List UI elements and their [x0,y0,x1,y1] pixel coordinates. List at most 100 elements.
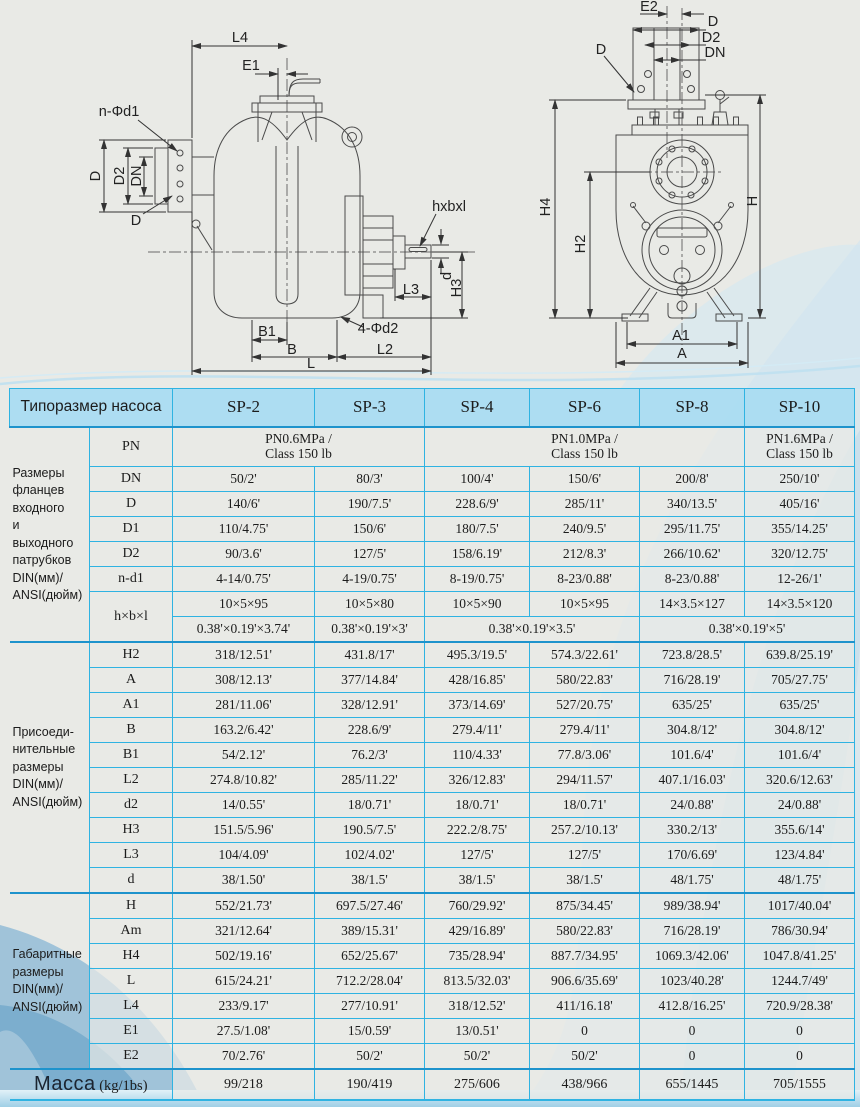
mass-label-cell: Масса (kg/1bs) [9,1068,173,1101]
param-cell-H3: H3 [89,817,173,843]
value-cell: 76.2/3' [314,742,425,768]
value-cell: PN1.6MPa / Class 150 lb [744,426,855,467]
value-cell: 1023/40.28' [639,968,745,994]
value-cell: 355/14.25' [744,516,855,542]
mass-value-cell: 275/606 [424,1068,530,1101]
value-cell: 50/2' [314,1043,425,1070]
value-cell: 228.6/9' [424,491,530,517]
dim-label-E1: E1 [242,58,260,74]
model-header-SP-3: SP-3 [314,388,425,428]
param-cell-d2: d2 [89,792,173,818]
value-cell: 150/6' [529,466,640,492]
value-cell: 14×3.5×127 [639,591,745,617]
value-cell: 389/15.31' [314,918,425,944]
param-cell-D2: D2 [89,541,173,567]
value-cell: 50/2' [172,466,315,492]
value-cell: 377/14.84' [314,667,425,693]
value-cell: 123/4.84' [744,842,855,868]
value-cell: 321/12.64' [172,918,315,944]
dim-label-L3: L3 [402,282,420,298]
value-cell: 4-14/0.75' [172,566,315,592]
value-cell: 285/11.22' [314,767,425,793]
value-cell: 38/1.50' [172,867,315,894]
dim-label-hxbxl: hxbxl [432,199,466,215]
value-cell: 1069.3/42.06' [639,943,745,969]
value-cell: 48/1.75' [744,867,855,894]
value-cell: 38/1.5' [314,867,425,894]
pump-dimension-table: Типоразмер насоса SP-2 SP-3 SP-4 SP-6 SP-8 SP-… [9,388,855,1101]
table-body: Размеры фланцев входного и выходного пат… [9,426,855,1101]
value-cell: 101.6/4' [744,742,855,768]
value-cell: 104/4.09' [172,842,315,868]
param-cell-H4: H4 [89,943,173,969]
value-cell: 18/0.71' [314,792,425,818]
value-cell: 318/12.52' [424,993,530,1019]
value-cell: 127/5' [529,842,640,868]
value-cell: 101.6/4' [639,742,745,768]
value-cell: 295/11.75' [639,516,745,542]
value-cell: 697.5/27.46' [314,892,425,919]
group-label: Габаритные размеры DIN(мм)/ ANSI(дюйм) [9,892,90,1069]
value-cell: 163.2/6.42' [172,717,315,743]
value-cell: 281/11.06' [172,692,315,718]
value-cell: 14/0.55' [172,792,315,818]
value-cell: 429/16.89' [424,918,530,944]
dim-label-H4: H4 [538,197,554,217]
dim-label-B: B [287,342,297,358]
value-cell: 652/25.67' [314,943,425,969]
mass-value-cell: 438/966 [529,1068,640,1101]
dim-label-A1: A1 [672,328,690,344]
value-cell: 279.4/11' [529,717,640,743]
table-title-cell: Типоразмер насоса [9,388,173,428]
dim-label-H2: H2 [573,234,589,254]
value-cell: 552/21.73' [172,892,315,919]
dim-label-D2-flange: D2 [112,166,128,186]
value-cell: 308/12.13' [172,667,315,693]
param-cell-n-d1: n-d1 [89,566,173,592]
value-cell: 355.6/14' [744,817,855,843]
value-cell: 527/20.75' [529,692,640,718]
dim-label-D-flange: D [88,170,104,182]
value-cell: 190.5/7.5' [314,817,425,843]
param-cell-D1: D1 [89,516,173,542]
dim-label-n-d1: n-Φd1 [98,104,140,120]
dimension-table-wrap: Типоразмер насоса SP-2 SP-3 SP-4 SP-6 SP-8 SP-… [9,388,855,1101]
value-cell: 10×5×95 [529,591,640,617]
table-header: Типоразмер насоса SP-2 SP-3 SP-4 SP-6 SP-8 SP-… [9,388,855,428]
value-cell: 760/29.92' [424,892,530,919]
value-cell: 639.8/25.19' [744,641,855,668]
value-cell: 735/28.94' [424,943,530,969]
mass-label: Масса [33,1072,96,1095]
value-cell: 70/2.76' [172,1043,315,1070]
value-cell: 279.4/11' [424,717,530,743]
value-cell: 0 [744,1043,855,1070]
value-cell: 328/12.91' [314,692,425,718]
value-cell: 13/0.51' [424,1018,530,1044]
value-cell: 906.6/35.69' [529,968,640,994]
value-cell: 720.9/28.38' [744,993,855,1019]
value-cell: 151.5/5.96' [172,817,315,843]
value-cell: 580/22.83' [529,667,640,693]
param-cell-B1: B1 [89,742,173,768]
value-cell: 24/0.88' [639,792,745,818]
value-cell: 250/10' [744,466,855,492]
value-cell: 10×5×95 [172,591,315,617]
dim-label-E2: E2 [640,0,658,15]
value-cell: PN0.6MPa / Class 150 lb [172,426,425,467]
param-cell-E2: E2 [89,1043,173,1070]
value-cell: 190/7.5' [314,491,425,517]
value-cell: 170/6.69' [639,842,745,868]
value-cell: 786/30.94' [744,918,855,944]
value-cell: 887.7/34.95' [529,943,640,969]
value-cell: 274.8/10.82' [172,767,315,793]
param-cell-B: B [89,717,173,743]
value-cell: 294/11.57' [529,767,640,793]
value-cell: 8-23/0.88' [529,566,640,592]
param-cell-E1: E1 [89,1018,173,1044]
mass-value-cell: 190/419 [314,1068,425,1101]
param-cell-L3: L3 [89,842,173,868]
value-cell: 228.6/9' [314,717,425,743]
value-cell: 373/14.69' [424,692,530,718]
value-cell: 8-23/0.88' [639,566,745,592]
